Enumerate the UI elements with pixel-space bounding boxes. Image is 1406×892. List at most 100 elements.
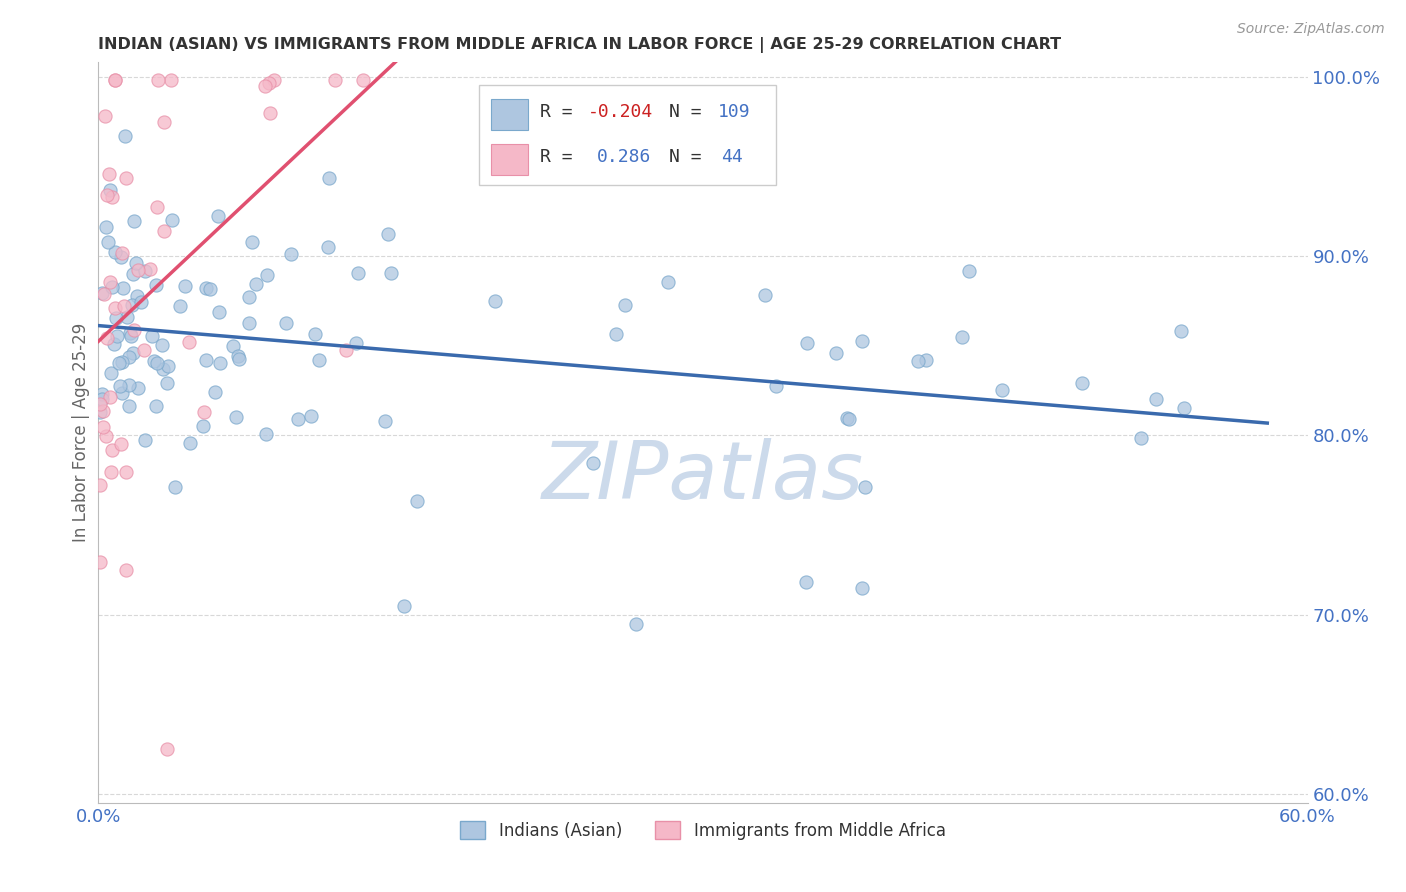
Point xyxy=(344,336,367,351)
Point xyxy=(90,286,112,301)
Point xyxy=(259,105,281,120)
Point xyxy=(853,480,876,494)
Point xyxy=(157,359,180,373)
Point xyxy=(657,275,679,289)
Point xyxy=(104,73,127,87)
Point xyxy=(104,245,127,260)
Point xyxy=(851,581,873,595)
Point xyxy=(347,266,370,280)
Point xyxy=(89,405,111,419)
Text: N =: N = xyxy=(669,147,724,166)
Point xyxy=(145,277,167,292)
Point xyxy=(163,480,186,494)
Point xyxy=(1144,392,1167,406)
Point xyxy=(121,298,143,312)
Point xyxy=(107,329,129,343)
Point xyxy=(299,409,322,424)
Point xyxy=(377,227,399,241)
Point xyxy=(318,170,340,185)
Point xyxy=(160,212,183,227)
Point xyxy=(256,268,278,282)
Point xyxy=(139,261,162,276)
Point xyxy=(89,555,111,569)
Point xyxy=(146,73,169,87)
Point xyxy=(238,316,260,330)
Point xyxy=(304,326,326,341)
Point xyxy=(104,310,127,325)
Point xyxy=(104,73,127,87)
Point xyxy=(254,426,277,441)
Point xyxy=(127,263,149,277)
Point xyxy=(907,354,929,368)
Point xyxy=(89,397,111,411)
Point xyxy=(110,251,132,265)
Point xyxy=(325,73,347,87)
Point xyxy=(222,339,245,353)
Point xyxy=(316,240,339,254)
Text: R =: R = xyxy=(540,103,583,120)
Point xyxy=(122,214,145,228)
Point xyxy=(160,73,183,87)
Point xyxy=(145,399,167,413)
Point xyxy=(103,336,125,351)
Point xyxy=(129,294,152,309)
Point xyxy=(118,400,141,414)
Point xyxy=(193,405,215,419)
Point xyxy=(352,73,374,87)
Point xyxy=(153,224,176,238)
Point xyxy=(94,429,117,443)
Point xyxy=(765,379,787,393)
Point xyxy=(146,356,169,370)
Point xyxy=(581,456,603,470)
Point xyxy=(851,334,873,349)
Point xyxy=(257,76,280,90)
Text: Source: ZipAtlas.com: Source: ZipAtlas.com xyxy=(1237,22,1385,37)
Text: 109: 109 xyxy=(717,103,751,120)
Point xyxy=(991,383,1014,397)
Point xyxy=(207,209,229,223)
Point xyxy=(374,414,396,428)
Point xyxy=(392,599,415,613)
Point xyxy=(204,384,226,399)
Point xyxy=(1173,401,1195,416)
Point xyxy=(824,346,846,360)
Point xyxy=(156,742,179,756)
Point xyxy=(96,331,118,345)
Point xyxy=(308,353,330,368)
Point xyxy=(208,305,231,319)
Point xyxy=(120,326,142,341)
Point xyxy=(194,281,217,295)
Point xyxy=(117,310,139,324)
Point xyxy=(198,282,221,296)
Point xyxy=(94,219,117,234)
Point xyxy=(1070,376,1092,390)
Point xyxy=(111,385,134,400)
Text: 44: 44 xyxy=(721,147,742,166)
Point xyxy=(957,264,980,278)
Point xyxy=(605,327,627,342)
Point xyxy=(91,387,114,401)
Point xyxy=(98,275,121,289)
Text: R =: R = xyxy=(540,147,595,166)
Point xyxy=(100,443,122,458)
FancyBboxPatch shape xyxy=(492,98,527,129)
Text: INDIAN (ASIAN) VS IMMIGRANTS FROM MIDDLE AFRICA IN LABOR FORCE | AGE 25-29 CORRE: INDIAN (ASIAN) VS IMMIGRANTS FROM MIDDLE… xyxy=(98,37,1062,53)
Point xyxy=(225,409,247,424)
Point xyxy=(125,255,148,269)
Point xyxy=(794,575,817,590)
Point xyxy=(127,381,149,395)
Text: 0.286: 0.286 xyxy=(596,147,651,166)
Point xyxy=(89,478,111,492)
Point xyxy=(240,235,263,249)
Point xyxy=(91,419,114,434)
Point xyxy=(1130,432,1153,446)
Point xyxy=(253,78,276,93)
Point xyxy=(93,286,115,301)
Point xyxy=(122,267,145,281)
Point xyxy=(111,281,134,295)
Point xyxy=(174,278,197,293)
Point xyxy=(100,366,122,380)
Point xyxy=(118,377,141,392)
Point xyxy=(274,316,297,330)
Point xyxy=(98,390,121,404)
